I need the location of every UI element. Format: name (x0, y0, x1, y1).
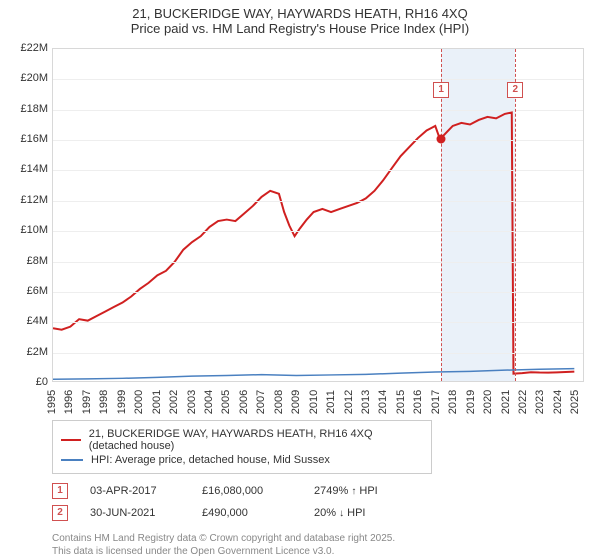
series-hpi (53, 369, 574, 380)
x-axis-label: 2004 (203, 390, 215, 414)
gridline (53, 201, 583, 202)
x-axis-label: 1997 (81, 390, 93, 414)
plot-area: 12 (52, 48, 584, 382)
x-axis-label: 2015 (395, 390, 407, 414)
y-axis-label: £22M (10, 42, 48, 54)
x-axis-label: 2007 (255, 390, 267, 414)
gridline (53, 353, 583, 354)
y-axis-label: £6M (10, 285, 48, 297)
gridline (53, 262, 583, 263)
chart: 12 £0£2M£4M£6M£8M£10M£12M£14M£16M£18M£20… (10, 42, 590, 412)
gridline (53, 231, 583, 232)
x-axis-label: 2017 (430, 390, 442, 414)
y-axis-label: £2M (10, 346, 48, 358)
title-line-2: Price paid vs. HM Land Registry's House … (10, 21, 590, 36)
marker-date: 30-JUN-2021 (90, 507, 180, 519)
marker-badge: 1 (52, 483, 68, 499)
x-axis-label: 2003 (186, 390, 198, 414)
marker-price: £16,080,000 (202, 485, 292, 497)
footnote-line-2: This data is licensed under the Open Gov… (52, 545, 590, 558)
marker-date: 03-APR-2017 (90, 485, 180, 497)
x-axis-label: 1996 (63, 390, 75, 414)
y-axis-label: £18M (10, 103, 48, 115)
y-axis-label: £4M (10, 315, 48, 327)
x-axis-label: 2022 (517, 390, 529, 414)
gridline (53, 322, 583, 323)
footnote: Contains HM Land Registry data © Crown c… (52, 532, 590, 558)
marker-pct: 2749% ↑ HPI (314, 485, 404, 497)
chart-marker-2: 2 (507, 82, 523, 98)
x-axis-label: 2021 (500, 390, 512, 414)
marker-row: 1 03-APR-2017 £16,080,000 2749% ↑ HPI (52, 480, 590, 502)
x-axis-label: 2001 (151, 390, 163, 414)
marker-price: £490,000 (202, 507, 292, 519)
y-axis-label: £12M (10, 194, 48, 206)
gridline (53, 170, 583, 171)
x-axis-label: 1995 (46, 390, 58, 414)
x-axis-label: 2009 (290, 390, 302, 414)
y-axis-label: £0 (10, 376, 48, 388)
event-line (441, 49, 442, 381)
y-axis-label: £16M (10, 133, 48, 145)
event-line (515, 49, 516, 381)
x-axis-label: 2000 (133, 390, 145, 414)
x-axis-label: 2024 (552, 390, 564, 414)
x-axis-label: 1998 (98, 390, 110, 414)
footnote-line-1: Contains HM Land Registry data © Crown c… (52, 532, 590, 545)
chart-title: 21, BUCKERIDGE WAY, HAYWARDS HEATH, RH16… (0, 0, 600, 38)
gridline (53, 79, 583, 80)
y-axis-label: £10M (10, 224, 48, 236)
x-axis-label: 2010 (308, 390, 320, 414)
marker-table: 1 03-APR-2017 £16,080,000 2749% ↑ HPI 2 30-JU… (52, 480, 590, 524)
marker-pct: 20% ↓ HPI (314, 507, 404, 519)
x-axis-label: 2014 (377, 390, 389, 414)
x-axis-label: 2016 (412, 390, 424, 414)
title-line-1: 21, BUCKERIDGE WAY, HAYWARDS HEATH, RH16… (10, 6, 590, 21)
y-axis-label: £8M (10, 255, 48, 267)
legend-row: 21, BUCKERIDGE WAY, HAYWARDS HEATH, RH16… (61, 427, 423, 453)
chart-svg (53, 49, 583, 381)
series-price_paid (53, 112, 574, 373)
x-axis-label: 2012 (343, 390, 355, 414)
y-axis-label: £20M (10, 72, 48, 84)
x-axis-label: 2025 (569, 390, 581, 414)
x-axis-label: 2011 (325, 390, 337, 414)
legend: 21, BUCKERIDGE WAY, HAYWARDS HEATH, RH16… (52, 420, 432, 474)
chart-marker-1: 1 (433, 82, 449, 98)
x-axis-label: 2006 (238, 390, 250, 414)
gridline (53, 292, 583, 293)
marker-row: 2 30-JUN-2021 £490,000 20% ↓ HPI (52, 502, 590, 524)
x-axis-label: 2013 (360, 390, 372, 414)
x-axis-label: 2019 (465, 390, 477, 414)
x-axis-label: 2020 (482, 390, 494, 414)
x-axis-label: 2002 (168, 390, 180, 414)
legend-swatch (61, 459, 83, 461)
x-axis-label: 2018 (447, 390, 459, 414)
chart-marker-dot-1 (437, 134, 446, 143)
legend-label: HPI: Average price, detached house, Mid … (91, 454, 330, 466)
gridline (53, 110, 583, 111)
gridline (53, 140, 583, 141)
x-axis-label: 2023 (534, 390, 546, 414)
x-axis-label: 2005 (220, 390, 232, 414)
legend-row: HPI: Average price, detached house, Mid … (61, 453, 423, 467)
legend-label: 21, BUCKERIDGE WAY, HAYWARDS HEATH, RH16… (89, 428, 423, 452)
marker-badge: 2 (52, 505, 68, 521)
legend-swatch (61, 439, 81, 441)
x-axis-label: 1999 (116, 390, 128, 414)
y-axis-label: £14M (10, 163, 48, 175)
x-axis-label: 2008 (273, 390, 285, 414)
